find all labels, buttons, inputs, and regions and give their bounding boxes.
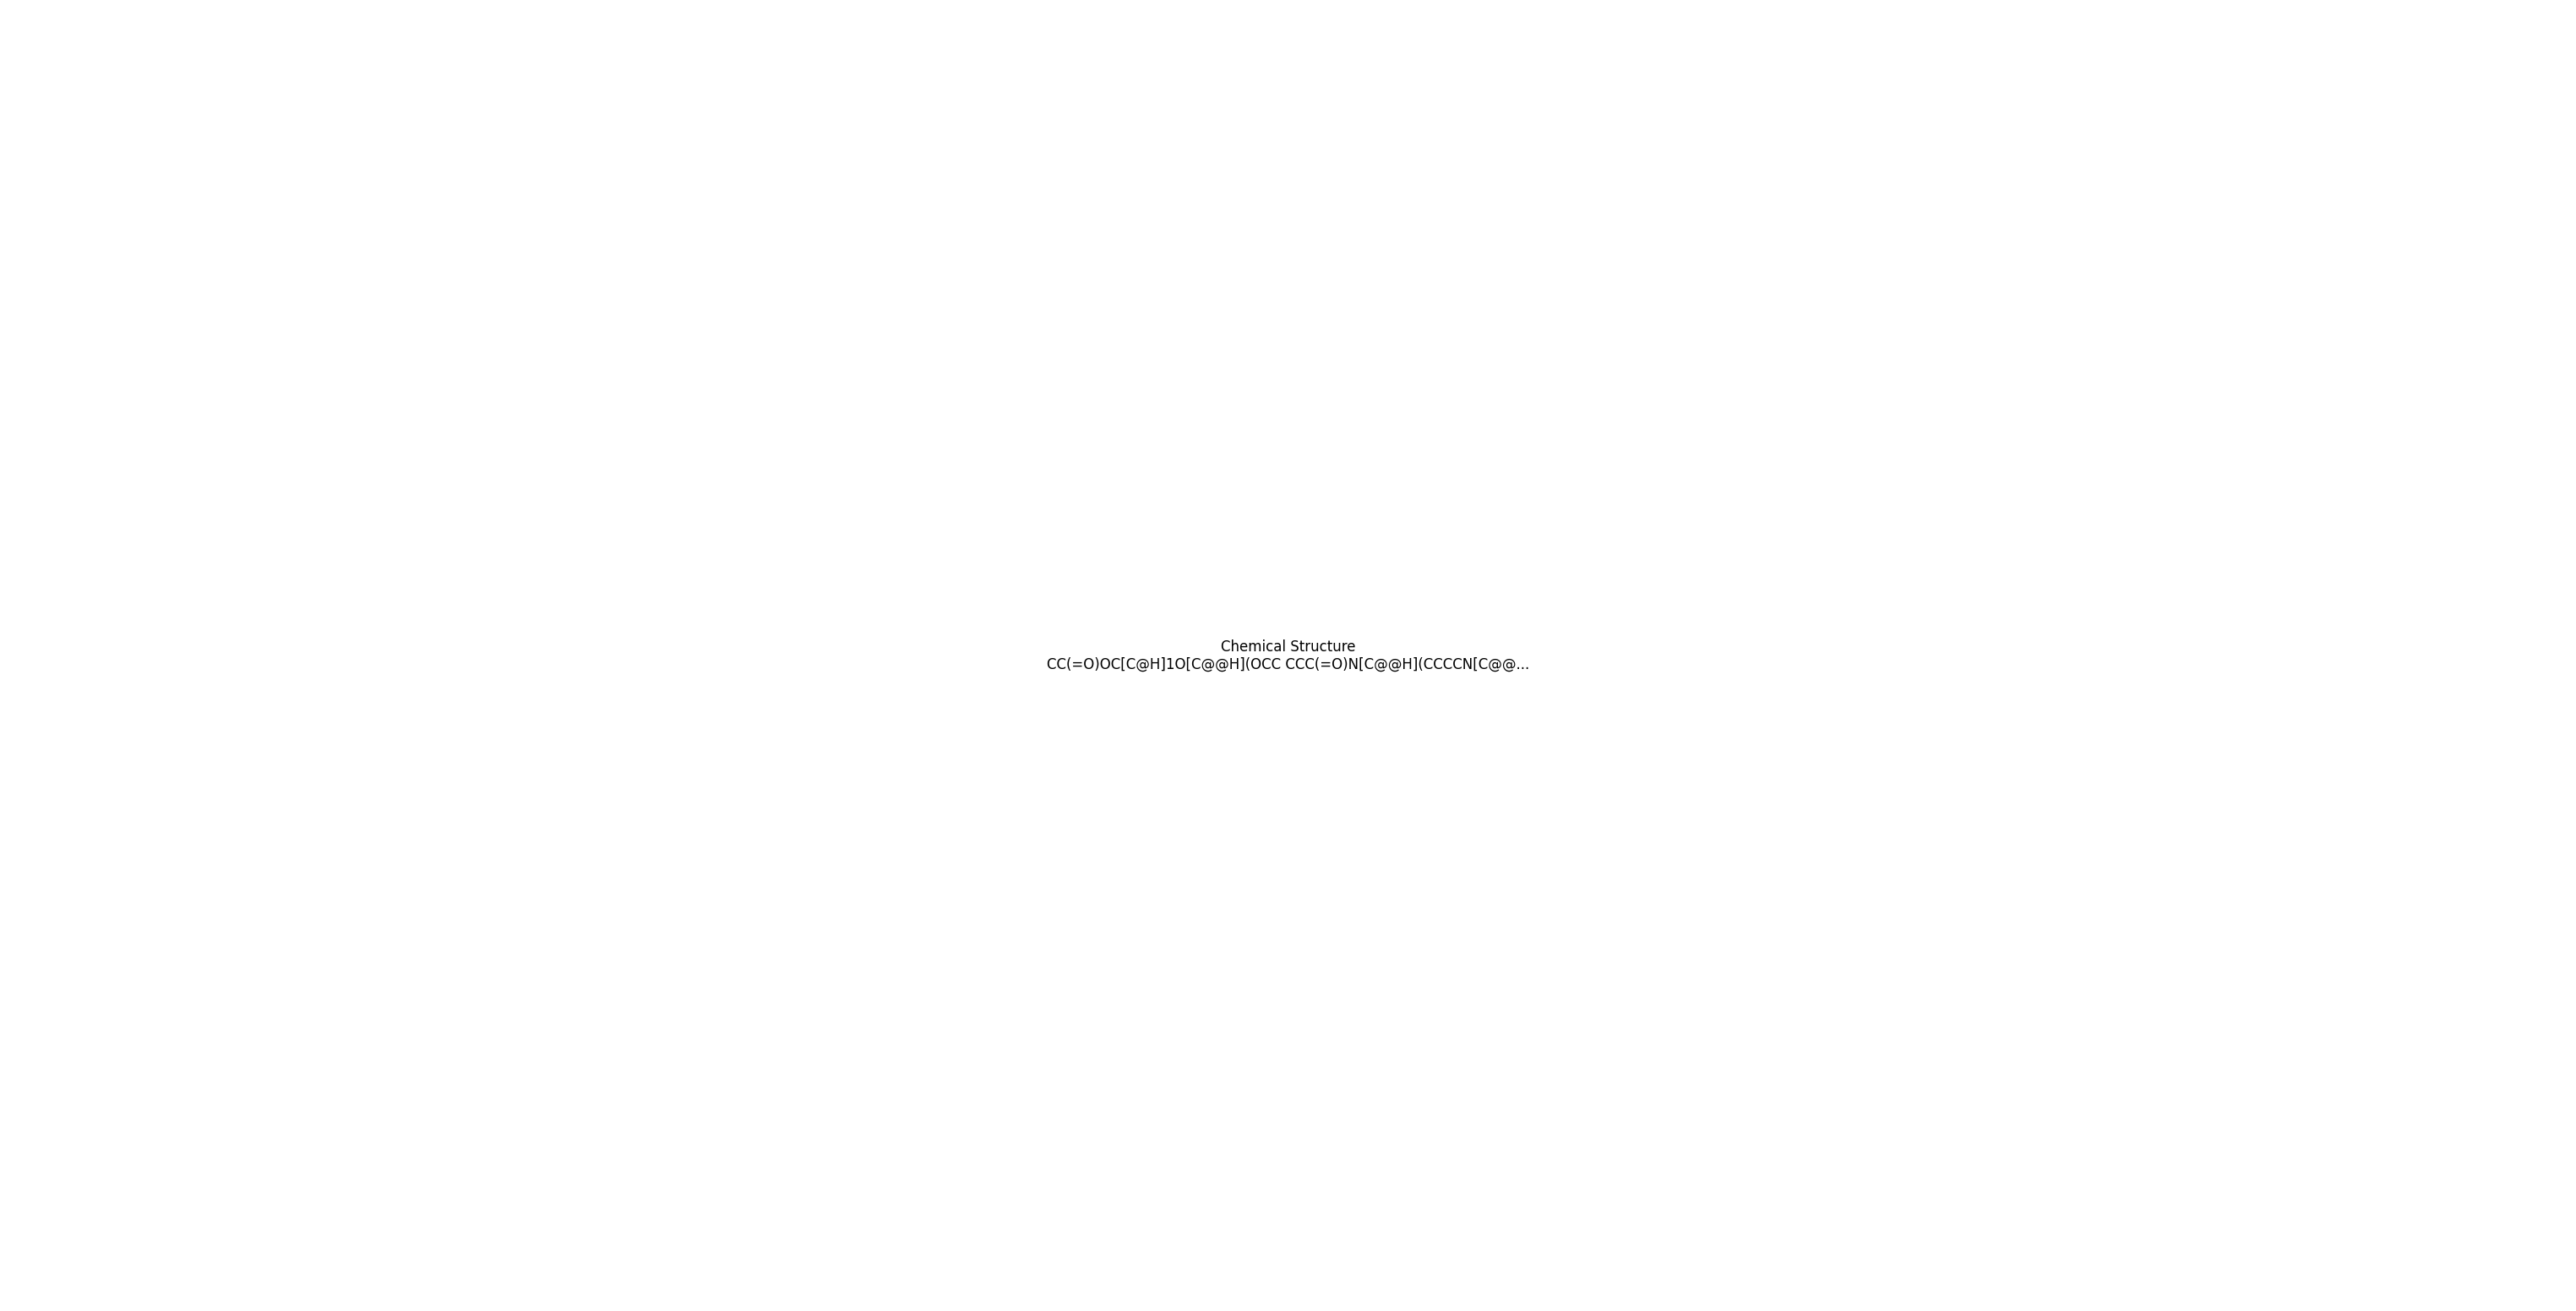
Text: Chemical Structure
CC(=O)OC[C@H]1O[C@@H](OCC CCC(=O)N[C@@H](CCCCN[C@@...: Chemical Structure CC(=O)OC[C@H]1O[C@@H]… (1046, 640, 1530, 671)
